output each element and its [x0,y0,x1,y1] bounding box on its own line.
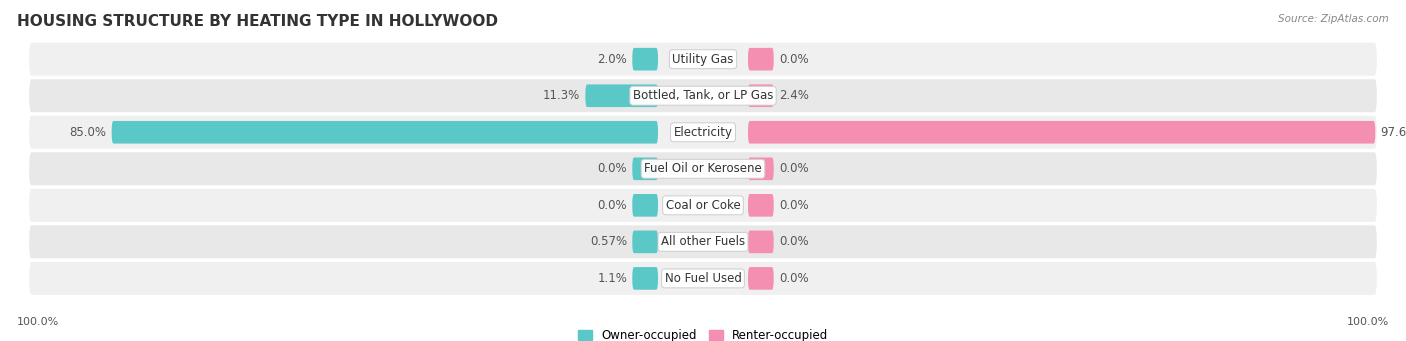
Text: 0.0%: 0.0% [598,162,627,175]
FancyBboxPatch shape [748,158,773,180]
Text: 97.6%: 97.6% [1381,126,1406,139]
Text: 0.0%: 0.0% [779,272,808,285]
FancyBboxPatch shape [28,188,1378,223]
FancyBboxPatch shape [748,231,773,253]
Text: 85.0%: 85.0% [69,126,107,139]
FancyBboxPatch shape [28,42,1378,77]
FancyBboxPatch shape [28,78,1378,113]
Text: 0.57%: 0.57% [591,235,627,248]
Text: 0.0%: 0.0% [779,199,808,212]
Text: Bottled, Tank, or LP Gas: Bottled, Tank, or LP Gas [633,89,773,102]
FancyBboxPatch shape [633,158,658,180]
FancyBboxPatch shape [748,194,773,217]
FancyBboxPatch shape [748,48,773,71]
FancyBboxPatch shape [28,151,1378,186]
FancyBboxPatch shape [633,48,658,71]
Text: 0.0%: 0.0% [779,235,808,248]
Text: HOUSING STRUCTURE BY HEATING TYPE IN HOLLYWOOD: HOUSING STRUCTURE BY HEATING TYPE IN HOL… [17,14,498,29]
Text: 2.0%: 2.0% [598,53,627,66]
Text: 100.0%: 100.0% [1347,317,1389,327]
Legend: Owner-occupied, Renter-occupied: Owner-occupied, Renter-occupied [572,325,834,341]
Text: 0.0%: 0.0% [779,53,808,66]
FancyBboxPatch shape [748,267,773,290]
FancyBboxPatch shape [633,231,658,253]
Text: Utility Gas: Utility Gas [672,53,734,66]
Text: All other Fuels: All other Fuels [661,235,745,248]
Text: 2.4%: 2.4% [779,89,808,102]
Text: Source: ZipAtlas.com: Source: ZipAtlas.com [1278,14,1389,24]
FancyBboxPatch shape [748,85,773,107]
FancyBboxPatch shape [633,267,658,290]
Text: Coal or Coke: Coal or Coke [665,199,741,212]
Text: 1.1%: 1.1% [598,272,627,285]
Text: 0.0%: 0.0% [598,199,627,212]
Text: No Fuel Used: No Fuel Used [665,272,741,285]
Text: 0.0%: 0.0% [779,162,808,175]
FancyBboxPatch shape [633,194,658,217]
Text: Electricity: Electricity [673,126,733,139]
Text: 100.0%: 100.0% [17,317,59,327]
FancyBboxPatch shape [111,121,658,144]
FancyBboxPatch shape [748,121,1375,144]
FancyBboxPatch shape [585,85,658,107]
FancyBboxPatch shape [28,115,1378,150]
Text: Fuel Oil or Kerosene: Fuel Oil or Kerosene [644,162,762,175]
FancyBboxPatch shape [28,261,1378,296]
FancyBboxPatch shape [28,224,1378,260]
Text: 11.3%: 11.3% [543,89,581,102]
